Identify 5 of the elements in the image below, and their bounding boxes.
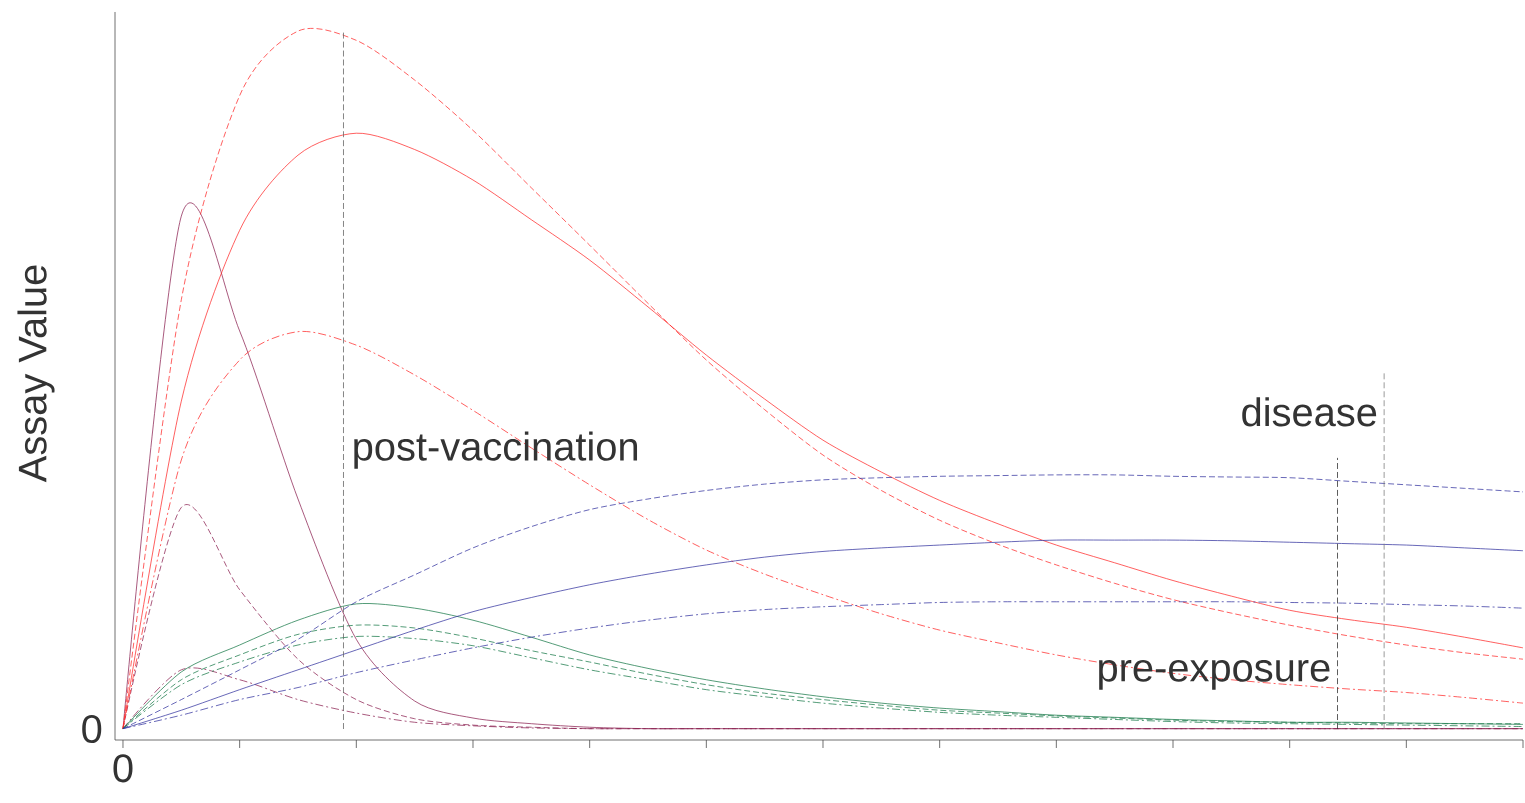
annotation: disease [1242,397,1377,427]
y-axis-title: Assay Value [17,265,55,483]
annotation: post-vaccination [354,431,638,469]
text: 0 [113,754,133,783]
text: 0 [82,714,102,744]
